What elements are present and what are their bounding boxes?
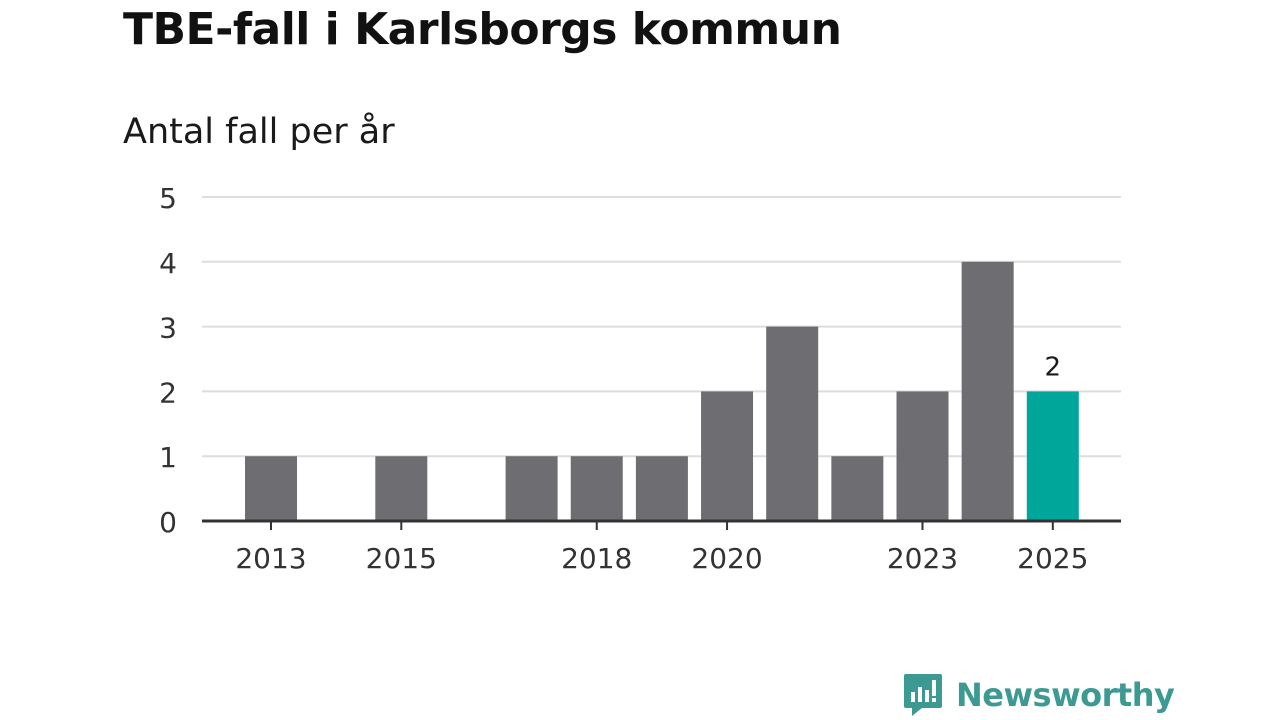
x-tick-label-2015: 2015 bbox=[366, 542, 437, 575]
y-tick-label-4: 4 bbox=[159, 247, 177, 280]
y-tick-label-1: 1 bbox=[159, 441, 177, 474]
bar-2013 bbox=[245, 456, 297, 521]
brand: Newsworthy bbox=[902, 670, 1175, 720]
labels: 0 1 2 3 4 5 2013 2015 2018 2020 2023 2025 2 bbox=[159, 182, 1088, 575]
bar-2025 bbox=[1026, 391, 1079, 521]
bar-2018 bbox=[570, 456, 623, 521]
bar-2022 bbox=[831, 456, 884, 521]
y-tick-label-5: 5 bbox=[159, 182, 177, 215]
bar-2020 bbox=[701, 391, 754, 521]
bar-2019 bbox=[635, 456, 688, 521]
axes bbox=[202, 519, 1121, 530]
y-tick-label-0: 0 bbox=[159, 506, 177, 539]
newsworthy-logo-icon bbox=[904, 674, 942, 716]
brand-name: Newsworthy bbox=[956, 676, 1175, 714]
x-tick-label-2023: 2023 bbox=[887, 542, 958, 575]
bar-2017 bbox=[505, 456, 558, 521]
x-tick-label-2018: 2018 bbox=[561, 542, 632, 575]
x-tick-label-2025: 2025 bbox=[1017, 542, 1088, 575]
bar-2015 bbox=[375, 456, 428, 521]
bar-2024 bbox=[961, 261, 1014, 521]
bars bbox=[245, 261, 1079, 521]
bar-2021 bbox=[766, 326, 819, 521]
x-tick-label-2020: 2020 bbox=[691, 542, 762, 575]
chart-subtitle: Antal fall per år bbox=[123, 112, 395, 152]
y-tick-label-2: 2 bbox=[159, 376, 177, 409]
y-tick-label-3: 3 bbox=[159, 312, 177, 345]
bar-2023 bbox=[896, 391, 949, 521]
chart-title: TBE-fall i Karlsborgs kommun bbox=[123, 4, 842, 55]
data-label-2025: 2 bbox=[1045, 352, 1062, 382]
x-tick-label-2013: 2013 bbox=[235, 542, 306, 575]
